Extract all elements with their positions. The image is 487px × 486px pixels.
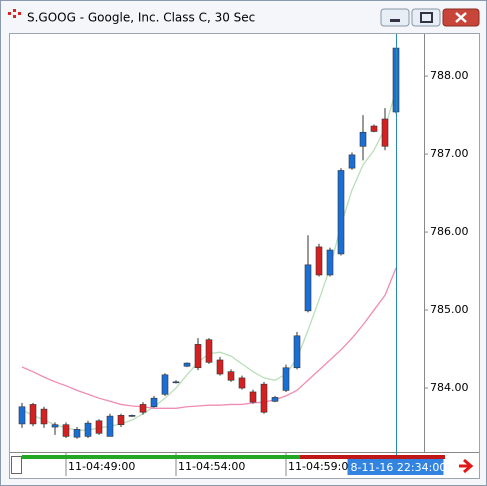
candle-body [95, 420, 103, 434]
candle-body [117, 415, 125, 426]
candle-body [271, 397, 279, 402]
candle-body [73, 429, 81, 438]
y-tick-label: 784.00 [430, 381, 469, 394]
candle-body [293, 335, 301, 369]
scroll-range-visible[interactable] [22, 455, 300, 459]
candle-body [84, 422, 92, 437]
scroll-right-arrow[interactable] [459, 458, 474, 474]
chart-pane [9, 33, 480, 479]
candle-body [348, 154, 356, 169]
candle-body [51, 424, 59, 428]
plot: 784.00 785.00 786.00 787.00 788.00 11-04:49:0… [18, 34, 469, 476]
candle-body [249, 391, 257, 403]
candle-body [381, 118, 389, 147]
candle-body [304, 264, 312, 312]
y-tick-label: 787.00 [430, 147, 469, 160]
moving-average-line [21, 267, 397, 409]
minimize-button[interactable] [380, 8, 410, 27]
x-tick-label: 11-04:59:00 [288, 460, 355, 473]
close-icon [455, 12, 467, 23]
candle-body [194, 344, 202, 369]
candle-body [238, 377, 246, 389]
candle-body [139, 404, 147, 413]
x-tick-label: 11-04:54:00 [178, 460, 245, 473]
candle-body [161, 374, 169, 395]
candle-body [260, 383, 268, 413]
candle-body [315, 246, 323, 276]
window-icon [8, 9, 21, 18]
candle-body [62, 424, 70, 437]
x-tick-label: 11-04:49:00 [68, 460, 135, 473]
window-title: S.GOOG - Google, Inc. Class C, 30 Sec [27, 11, 255, 25]
scroll-range-rest[interactable] [300, 455, 445, 459]
cursor-label: 8-11-16 22:34:00 [351, 461, 447, 474]
y-tick-label: 785.00 [430, 303, 469, 316]
candle-body [150, 397, 158, 408]
y-tick-label: 788.00 [430, 69, 469, 82]
candle-body [326, 249, 334, 276]
candle-body [282, 367, 290, 391]
maximize-button[interactable] [411, 8, 441, 27]
candle-body [337, 170, 345, 255]
candle-body [205, 339, 213, 363]
candle-body [227, 371, 235, 381]
candle-body [18, 406, 26, 425]
candle-body [128, 415, 136, 417]
candle-body [172, 381, 180, 384]
maximize-icon [420, 12, 433, 23]
candle-body [40, 408, 48, 425]
cursor-label-bg [347, 459, 444, 475]
candle-body [370, 125, 378, 132]
candle-body [216, 359, 224, 375]
candle-body [183, 362, 191, 367]
candle-body [29, 404, 37, 425]
candle-body [106, 415, 114, 437]
scroll-handle[interactable] [11, 456, 22, 474]
y-tick-label: 786.00 [430, 225, 469, 238]
minimize-icon [390, 19, 400, 22]
candle-body [359, 131, 367, 147]
